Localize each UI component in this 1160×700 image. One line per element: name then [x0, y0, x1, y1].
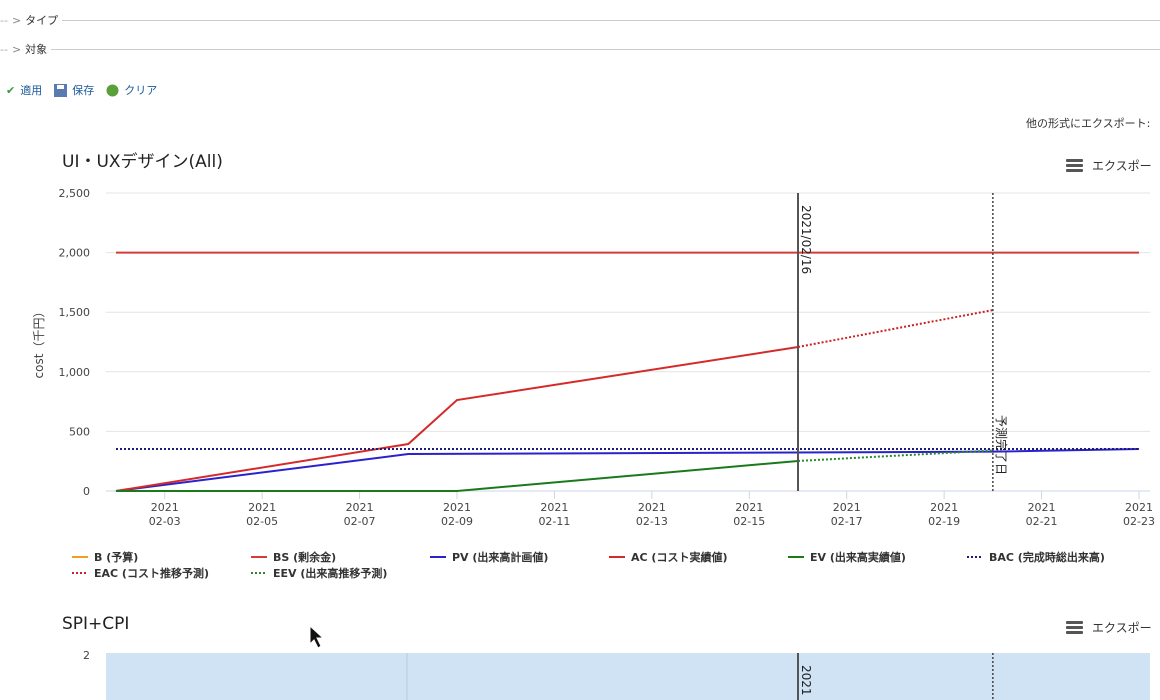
label: クリア [124, 84, 158, 97]
marker-label: 2021 [799, 665, 813, 696]
y-tick-label: 2 [83, 649, 90, 662]
series-line [115, 346, 799, 492]
x-tick-label: 02-23 [1123, 515, 1155, 528]
marker-label: 予測完了日 [994, 415, 1009, 475]
y-tick-label: 1,000 [59, 366, 91, 379]
legend-item[interactable]: PV (出来高計画値) [430, 550, 548, 564]
y-tick-label: 2,000 [59, 247, 91, 260]
x-tick-label: 2021 [151, 501, 179, 514]
legend-label: B (予算) [94, 550, 138, 564]
x-tick-label: 02-03 [149, 515, 181, 528]
chart-title: SPI+CPI [62, 614, 129, 634]
legend-label: EEV (出来高推移予測) [273, 566, 387, 580]
x-tick-label: 2021 [1125, 501, 1153, 514]
legend-item[interactable]: B (予算) [72, 550, 138, 564]
x-tick-label: 02-19 [928, 515, 960, 528]
x-tick-label: 02-17 [831, 515, 863, 528]
apply-button[interactable]: ✔ 適用 [6, 83, 43, 98]
x-tick-label: 2021 [443, 501, 471, 514]
export-other-link[interactable]: 他の形式にエクスポート: [1026, 117, 1151, 130]
x-tick-label: 02-09 [441, 515, 473, 528]
menu-icon [1066, 169, 1083, 172]
export-label: エクスポー [1092, 621, 1152, 635]
x-tick-label: 2021 [346, 501, 374, 514]
filter-target[interactable]: -- > 対象 [0, 41, 1160, 57]
legend-item[interactable]: BAC (完成時総出来高) [967, 550, 1105, 564]
legend-label: EV (出来高実績値) [810, 550, 906, 564]
series-line [116, 459, 799, 492]
legend-label: AC (コスト実績値) [631, 550, 727, 564]
series-line [797, 309, 994, 348]
series-line [115, 448, 1140, 492]
save-icon [54, 83, 68, 97]
chart-title: UI・UXデザイン(All) [62, 151, 223, 172]
export-label: エクスポー [1092, 159, 1152, 173]
legend-item[interactable]: EV (出来高実績値) [788, 550, 906, 564]
x-tick-label: 02-21 [1026, 515, 1058, 528]
x-tick-label: 02-07 [344, 515, 376, 528]
legend-label: EAC (コスト推移予測) [94, 566, 209, 580]
x-tick-label: 02-15 [733, 515, 765, 528]
clear-button[interactable]: クリア [106, 82, 157, 98]
divider [51, 48, 1160, 50]
x-tick-label: 2021 [1028, 501, 1056, 514]
menu-icon [1066, 621, 1083, 624]
x-tick-label: 2021 [735, 501, 763, 514]
save-button[interactable]: 保存 [54, 82, 94, 98]
legend-label: BS (剰余金) [273, 550, 336, 564]
filter-type[interactable]: -- > タイプ [0, 12, 1160, 28]
label: 対象 [25, 43, 48, 56]
label: 保存 [72, 84, 95, 97]
marker-label: 2021/02/16 [799, 205, 813, 274]
x-tick-label: 2021 [248, 501, 276, 514]
y-tick-label: 2,500 [59, 187, 91, 200]
x-tick-label: 2021 [930, 501, 958, 514]
plot-band [106, 653, 1150, 700]
legend-label: BAC (完成時総出来高) [989, 550, 1105, 564]
x-tick-label: 02-11 [538, 515, 570, 528]
menu-icon [1066, 159, 1083, 162]
export-button[interactable]: エクスポー [1066, 159, 1152, 173]
y-tick-label: 0 [83, 485, 90, 498]
x-tick-label: 2021 [540, 501, 568, 514]
legend-label: PV (出来高計画値) [452, 550, 548, 564]
x-tick-label: 2021 [638, 501, 666, 514]
menu-icon [1066, 164, 1083, 167]
x-tick-label: 2021 [833, 501, 861, 514]
label: 適用 [20, 84, 43, 97]
series-line [797, 449, 993, 462]
toolbar: ✔ 適用 保存 クリア [6, 82, 157, 98]
clear-icon [106, 84, 119, 96]
export-button[interactable]: エクスポー [1066, 621, 1152, 635]
label: タイプ [25, 14, 59, 27]
legend-item[interactable]: BS (剰余金) [251, 550, 336, 564]
y-tick-label: 1,500 [59, 306, 91, 319]
menu-icon [1066, 631, 1083, 634]
legend-item[interactable]: EEV (出来高推移予測) [251, 566, 387, 580]
divider [62, 19, 1160, 21]
x-tick-label: 02-13 [636, 515, 668, 528]
y-axis-label: cost（千円） [32, 306, 46, 379]
cursor [309, 624, 325, 649]
legend-item[interactable]: EAC (コスト推移予測) [72, 566, 209, 580]
legend-item[interactable]: AC (コスト実績値) [609, 550, 727, 564]
y-tick-label: 500 [69, 425, 90, 438]
x-tick-label: 02-05 [246, 515, 278, 528]
menu-icon [1066, 626, 1083, 629]
